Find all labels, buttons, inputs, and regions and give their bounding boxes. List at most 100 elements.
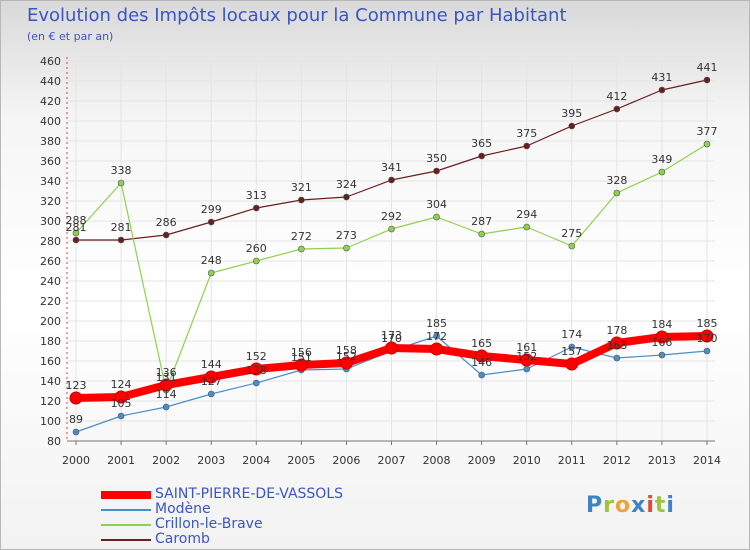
data-point-mod-ne — [433, 332, 440, 340]
data-point-caromb — [703, 76, 711, 84]
legend-swatch — [101, 523, 151, 526]
x-tick-label: 2000 — [62, 454, 90, 467]
x-tick-label: 2008 — [423, 454, 451, 467]
data-point-crillon-le-brave — [433, 213, 440, 221]
data-point-mod-ne — [568, 343, 576, 351]
y-tick-label: 160 — [40, 355, 61, 368]
data-point-saint-pierre-de-vassols — [114, 390, 128, 404]
logo-letter: t — [654, 493, 667, 518]
data-point-saint-pierre-de-vassols — [475, 349, 489, 363]
data-point-caromb — [388, 176, 395, 184]
data-label-caromb: 281 — [66, 221, 87, 234]
data-label-caromb: 299 — [201, 203, 222, 216]
y-tick-label: 140 — [40, 375, 61, 388]
data-label-saint-pierre-de-vassols: 156 — [291, 346, 312, 359]
data-label-saint-pierre-de-vassols: 123 — [66, 379, 87, 392]
data-label-caromb: 321 — [291, 181, 312, 194]
data-label-mod-ne: 89 — [69, 413, 83, 426]
data-label-mod-ne: 174 — [561, 328, 582, 341]
data-point-crillon-le-brave — [207, 269, 215, 277]
data-label-mod-ne: 152 — [336, 350, 357, 363]
data-point-saint-pierre-de-vassols — [339, 356, 353, 370]
data-label-saint-pierre-de-vassols: 165 — [471, 337, 492, 350]
data-label-crillon-le-brave: 292 — [381, 210, 402, 223]
data-point-mod-ne — [207, 390, 215, 398]
x-tick-label: 2002 — [152, 454, 180, 467]
data-point-saint-pierre-de-vassols — [204, 370, 218, 384]
data-label-saint-pierre-de-vassols: 185 — [697, 317, 718, 330]
x-tick-label: 2005 — [287, 454, 315, 467]
legend-label: Caromb — [155, 531, 210, 547]
data-label-saint-pierre-de-vassols: 178 — [606, 324, 627, 337]
data-label-crillon-le-brave: 248 — [201, 254, 222, 267]
data-point-mod-ne — [613, 354, 621, 362]
data-point-mod-ne — [658, 351, 666, 359]
data-label-saint-pierre-de-vassols: 144 — [201, 358, 222, 371]
data-label-caromb: 365 — [471, 137, 492, 150]
data-label-caromb: 441 — [697, 61, 718, 74]
data-point-saint-pierre-de-vassols — [249, 362, 263, 376]
data-label-mod-ne: 138 — [246, 364, 267, 377]
data-point-caromb — [523, 142, 531, 150]
data-label-saint-pierre-de-vassols: 172 — [426, 330, 447, 343]
data-label-caromb: 350 — [426, 152, 447, 165]
data-label-crillon-le-brave: 272 — [291, 230, 312, 243]
data-point-caromb — [117, 236, 125, 244]
data-label-mod-ne: 163 — [606, 339, 627, 352]
x-tick-label: 2004 — [242, 454, 270, 467]
data-point-caromb — [478, 152, 485, 160]
y-tick-label: 220 — [40, 295, 61, 308]
data-label-saint-pierre-de-vassols: 152 — [246, 350, 267, 363]
data-point-saint-pierre-de-vassols — [565, 357, 579, 371]
logo-letter: x — [631, 493, 647, 518]
data-point-mod-ne — [162, 403, 170, 411]
y-tick-label: 400 — [40, 115, 61, 128]
legend-swatch — [101, 538, 151, 541]
data-label-crillon-le-brave: 131 — [156, 371, 177, 384]
data-label-caromb: 412 — [606, 90, 627, 103]
y-tick-label: 120 — [40, 395, 61, 408]
data-point-caromb — [568, 122, 576, 130]
data-label-mod-ne: 146 — [471, 356, 492, 369]
data-point-saint-pierre-de-vassols — [430, 342, 444, 356]
data-label-crillon-le-brave: 287 — [471, 215, 492, 228]
data-point-mod-ne — [72, 428, 80, 436]
data-label-caromb: 324 — [336, 178, 357, 191]
data-label-crillon-le-brave: 288 — [66, 214, 87, 227]
logo-letter: P — [586, 493, 604, 518]
data-label-caromb: 313 — [246, 189, 267, 202]
data-point-saint-pierre-de-vassols — [294, 358, 308, 372]
legend-swatch — [101, 490, 151, 499]
y-tick-label: 240 — [40, 275, 61, 288]
data-point-saint-pierre-de-vassols — [159, 378, 173, 392]
legend-item: Crillon-le-Brave — [101, 517, 263, 532]
data-point-saint-pierre-de-vassols — [69, 391, 83, 405]
data-point-crillon-le-brave — [72, 229, 80, 237]
data-point-crillon-le-brave — [252, 257, 260, 265]
data-label-caromb: 341 — [381, 161, 402, 174]
data-point-caromb — [613, 105, 621, 113]
data-point-caromb — [252, 204, 260, 212]
legend-label: SAINT-PIERRE-DE-VASSOLS — [155, 486, 344, 502]
data-label-mod-ne: 105 — [111, 397, 132, 410]
x-tick-label: 2007 — [378, 454, 406, 467]
data-label-crillon-le-brave: 304 — [426, 198, 447, 211]
logo-letter: r — [603, 493, 615, 518]
data-point-caromb — [433, 167, 440, 175]
proxiti-logo: Proxiti — [586, 493, 675, 518]
x-tick-label: 2010 — [513, 454, 541, 467]
y-tick-label: 300 — [40, 215, 61, 228]
data-label-saint-pierre-de-vassols: 184 — [651, 318, 672, 331]
data-point-saint-pierre-de-vassols — [610, 336, 624, 350]
data-label-crillon-le-brave: 294 — [516, 208, 537, 221]
data-label-mod-ne: 127 — [201, 375, 222, 388]
data-label-mod-ne: 152 — [516, 350, 537, 363]
chart-title: Evolution des Impôts locaux pour la Comm… — [27, 5, 567, 26]
y-tick-label: 180 — [40, 335, 61, 348]
logo-letter: i — [646, 493, 655, 518]
data-label-crillon-le-brave: 275 — [561, 227, 582, 240]
data-label-caromb: 281 — [111, 221, 132, 234]
data-point-caromb — [343, 193, 350, 201]
